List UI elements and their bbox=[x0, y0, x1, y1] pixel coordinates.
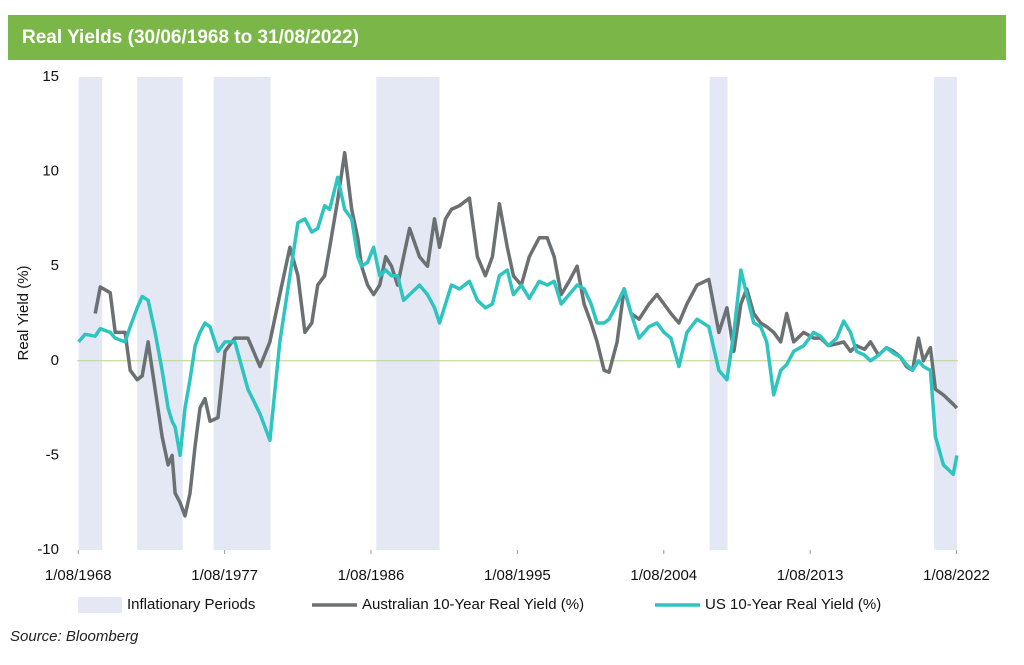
source: Source: Bloomberg bbox=[10, 628, 139, 645]
shaded-period bbox=[78, 77, 103, 550]
legend-swatch bbox=[78, 597, 122, 613]
chart-title: Real Yields (30/06/1968 to 31/08/2022) bbox=[22, 27, 359, 48]
y-tick-label: 15 bbox=[42, 68, 59, 85]
x-tick-label: 1/08/1968 bbox=[45, 567, 112, 584]
x-tick-label: 1/08/2022 bbox=[923, 567, 990, 584]
x-tick-label: 1/08/2013 bbox=[777, 567, 844, 584]
legend-label: Australian 10-Year Real Yield (%) bbox=[362, 596, 584, 613]
shaded-period bbox=[709, 77, 728, 550]
title-bar bbox=[8, 15, 1006, 60]
x-tick-label: 1/08/1986 bbox=[338, 567, 405, 584]
legend-label: Inflationary Periods bbox=[127, 596, 255, 613]
y-tick-label: 5 bbox=[51, 257, 59, 274]
y-tick-label: -10 bbox=[37, 541, 59, 558]
shaded-period bbox=[934, 77, 957, 550]
y-tick-label: 0 bbox=[51, 352, 59, 369]
shaded-period bbox=[137, 77, 183, 550]
shaded-period bbox=[376, 77, 440, 550]
legend-label: US 10-Year Real Yield (%) bbox=[705, 596, 881, 613]
x-tick-label: 1/08/1977 bbox=[191, 567, 258, 584]
x-tick-label: 1/08/1995 bbox=[484, 567, 551, 584]
x-tick-label: 1/08/2004 bbox=[630, 567, 697, 584]
y-tick-label: -5 bbox=[46, 446, 59, 463]
y-tick-label: 10 bbox=[42, 163, 59, 180]
y-axis-label: Real Yield (%) bbox=[15, 265, 32, 360]
shaded-period bbox=[213, 77, 271, 550]
series-line bbox=[93, 150, 959, 518]
series-line bbox=[77, 175, 959, 477]
